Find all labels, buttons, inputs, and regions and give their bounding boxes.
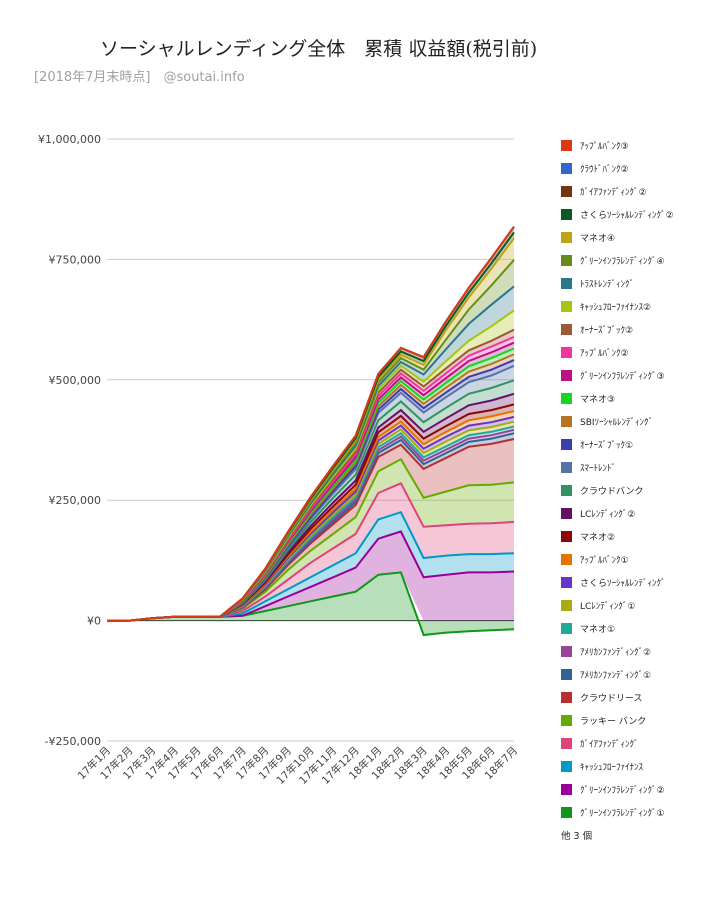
legend-swatch <box>561 646 572 657</box>
legend-label: ｱｯﾌﾟﾙﾊﾞﾝｸ② <box>580 348 629 359</box>
legend-label: ﾄﾗｽﾄﾚﾝﾃﾞｨﾝｸﾞ <box>580 279 634 290</box>
legend-swatch <box>561 393 572 404</box>
legend-swatch <box>561 600 572 611</box>
series-area <box>107 365 514 621</box>
legend-swatch <box>561 531 572 542</box>
series-area <box>107 512 514 621</box>
y-tick-label: ¥250,000 <box>49 494 102 507</box>
y-axis: -¥250,000 ¥0 ¥250,000 ¥500,000 ¥750,000 ¥1,00… <box>38 133 101 748</box>
legend-swatch <box>561 669 572 680</box>
legend-label: LCﾚﾝﾃﾞｨﾝｸﾞ② <box>580 509 635 520</box>
legend-label: さくらｿｰｼｬﾙﾚﾝﾃﾞｨﾝｸﾞ <box>580 578 666 589</box>
chart-subtitle: [2018年7月末時点] @soutai.info <box>34 70 245 85</box>
legend-label: クラウドリース <box>580 693 643 704</box>
legend-swatch <box>561 255 572 266</box>
legend-swatch <box>561 209 572 220</box>
y-tick-label: ¥750,000 <box>49 253 102 266</box>
legend-swatch <box>561 577 572 588</box>
legend-swatch <box>561 554 572 565</box>
legend-swatch <box>561 324 572 335</box>
series-area <box>107 439 514 621</box>
legend-label: マネオ① <box>580 624 615 635</box>
chart-title: ソーシャルレンディング全体 累積 収益額(税引前) <box>100 38 537 60</box>
y-tick-label: ¥0 <box>87 615 101 628</box>
legend-label: ｸﾞﾘｰﾝｲﾝﾌﾗﾚﾝﾃﾞｨﾝｸﾞ④ <box>580 256 665 267</box>
legend-swatch <box>561 508 572 519</box>
legend-label: ｸﾞﾘｰﾝｲﾝﾌﾗﾚﾝﾃﾞｨﾝｸﾞ① <box>580 808 665 819</box>
legend-swatch <box>561 163 572 174</box>
legend-label: ラッキー バンク <box>580 716 646 727</box>
legend-swatch <box>561 623 572 634</box>
legend-swatch <box>561 485 572 496</box>
legend-label: ｵｰﾅｰｽﾞﾌﾞｯｸ② <box>580 325 633 336</box>
legend-swatch <box>561 462 572 473</box>
legend-swatch <box>561 692 572 703</box>
legend-swatch <box>561 416 572 427</box>
series-area <box>107 310 514 621</box>
legend-label: ｷｬｯｼｭﾌﾛｰﾌｧｲﾅﾝｽ② <box>580 302 651 313</box>
legend-swatch <box>561 232 572 243</box>
legend-swatch <box>561 738 572 749</box>
legend-label: ｷｬｯｼｭﾌﾛｰﾌｧｲﾅﾝｽ <box>580 762 644 773</box>
legend-label: ｵｰﾅｰｽﾞﾌﾞｯｸ① <box>580 440 633 451</box>
legend-label: LCﾚﾝﾃﾞｨﾝｸﾞ① <box>580 601 635 612</box>
legend-label: クラウドバンク <box>580 486 643 497</box>
x-axis: 17年1月17年2月17年3月17年4月17年5月17年6月17年7月17年8月… <box>75 744 520 787</box>
legend-label: マネオ② <box>580 532 615 543</box>
legend-label: ｶﾞｲｱﾌｧﾝﾃﾞｨﾝｸﾞ② <box>580 187 647 198</box>
legend-label: SBIｿｰｼｬﾙﾚﾝﾃﾞｨﾝｸﾞ <box>580 417 653 428</box>
legend-swatch <box>561 807 572 818</box>
legend-label: マネオ③ <box>580 394 615 405</box>
legend-label: ｸﾞﾘｰﾝｲﾝﾌﾗﾚﾝﾃﾞｨﾝｸﾞ② <box>580 785 665 796</box>
series-area <box>107 286 514 621</box>
legend-swatch <box>561 278 572 289</box>
legend-label: ｱﾒﾘｶﾝﾌｧﾝﾃﾞｨﾝｸﾞ② <box>580 647 651 658</box>
legend-label: ｱｯﾌﾟﾙﾊﾞﾝｸ① <box>580 555 629 566</box>
y-tick-label: ¥500,000 <box>49 374 102 387</box>
legend-label: ｽﾏｰﾄﾚﾝﾄﾞ <box>580 463 616 474</box>
series-area <box>107 572 514 635</box>
legend-swatch <box>561 761 572 772</box>
legend-swatch <box>561 370 572 381</box>
y-tick-label: -¥250,000 <box>45 735 101 748</box>
legend-swatch <box>561 347 572 358</box>
legend-more: 他 3 個 <box>561 830 592 842</box>
legend-label: ｸﾞﾘｰﾝｲﾝﾌﾗﾚﾝﾃﾞｨﾝｸﾞ③ <box>580 371 665 382</box>
legend-label: ｱｯﾌﾟﾙﾊﾞﾝｸ③ <box>580 141 629 152</box>
legend-label: ｸﾗｳﾄﾞﾊﾞﾝｸ② <box>580 164 629 175</box>
legend: ｱｯﾌﾟﾙﾊﾞﾝｸ③ ｸﾗｳﾄﾞﾊﾞﾝｸ② ｶﾞｲｱﾌｧﾝﾃﾞｨﾝｸﾞ② さくらｿｰｼ… <box>561 140 674 842</box>
series-area <box>107 531 514 621</box>
plot-lines <box>107 226 515 637</box>
series-line <box>107 226 515 622</box>
y-tick-label: ¥1,000,000 <box>38 133 101 146</box>
legend-swatch <box>561 715 572 726</box>
legend-label: ｶﾞｲｱﾌｧﾝﾃﾞｨﾝｸﾞ <box>580 739 639 750</box>
legend-swatch <box>561 439 572 450</box>
series-area <box>107 483 514 621</box>
series-area <box>107 459 514 621</box>
legend-swatch <box>561 186 572 197</box>
legend-label: ｱﾒﾘｶﾝﾌｧﾝﾃﾞｨﾝｸﾞ① <box>580 670 651 681</box>
legend-label: さくらｿｰｼｬﾙﾚﾝﾃﾞｨﾝｸﾞ② <box>580 210 674 221</box>
legend-swatch <box>561 140 572 151</box>
legend-label: マネオ④ <box>580 233 615 244</box>
legend-swatch <box>561 301 572 312</box>
legend-swatch <box>561 784 572 795</box>
